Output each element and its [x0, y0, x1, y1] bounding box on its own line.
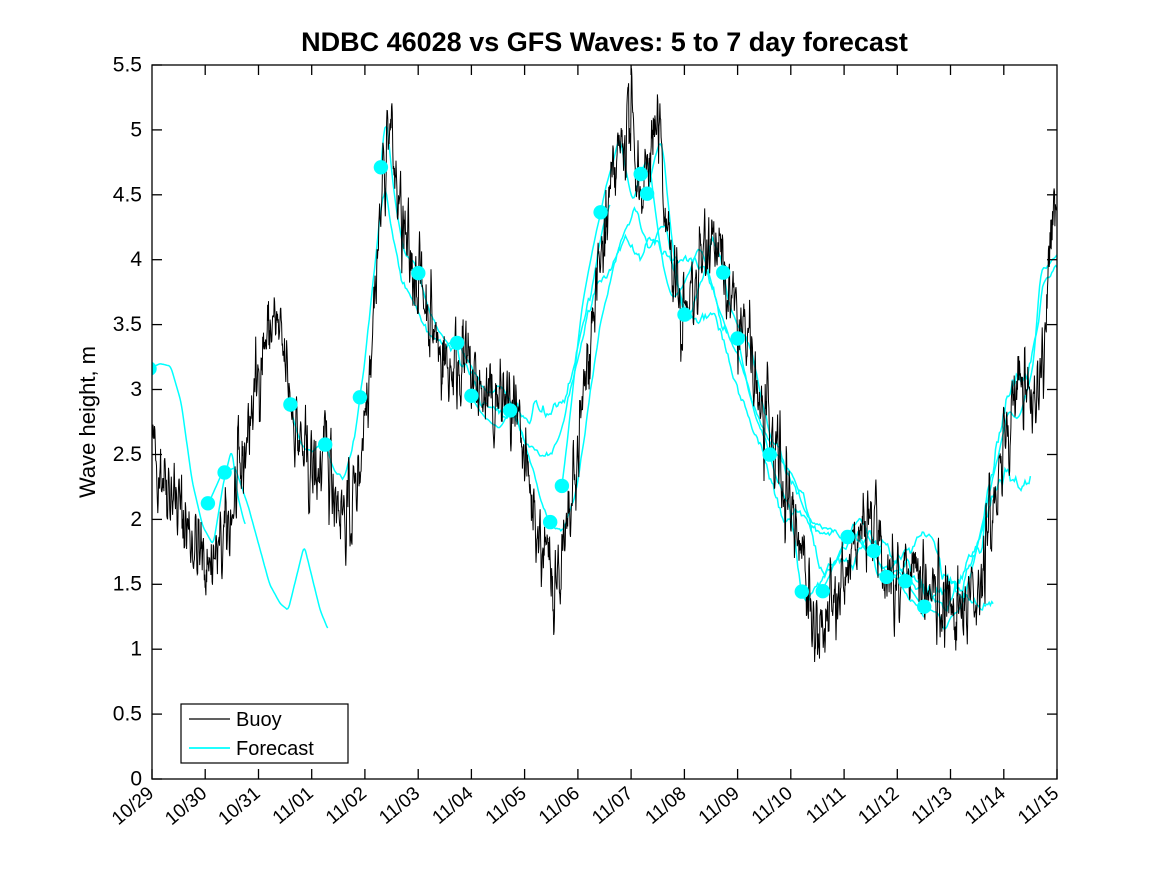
svg-text:Forecast: Forecast	[236, 738, 314, 760]
svg-text:2: 2	[130, 508, 142, 531]
svg-text:3.5: 3.5	[113, 313, 142, 336]
svg-text:11/08: 11/08	[642, 783, 691, 829]
svg-text:11/15: 11/15	[1014, 783, 1063, 829]
svg-text:4: 4	[130, 248, 142, 271]
svg-text:11/05: 11/05	[482, 783, 531, 829]
svg-text:2.5: 2.5	[113, 443, 142, 466]
svg-text:11/01: 11/01	[269, 783, 318, 829]
svg-text:11/12: 11/12	[854, 783, 903, 829]
svg-text:Buoy: Buoy	[236, 709, 282, 731]
svg-text:11/02: 11/02	[322, 783, 371, 829]
svg-text:1.5: 1.5	[113, 573, 142, 596]
svg-text:3: 3	[130, 378, 142, 401]
svg-text:11/09: 11/09	[695, 783, 744, 829]
svg-text:1: 1	[130, 638, 142, 661]
svg-text:10/31: 10/31	[215, 783, 265, 830]
svg-text:11/06: 11/06	[535, 783, 584, 829]
svg-text:11/11: 11/11	[802, 783, 850, 828]
svg-text:4.5: 4.5	[113, 183, 142, 206]
svg-text:11/04: 11/04	[429, 783, 478, 829]
svg-text:5.5: 5.5	[113, 54, 142, 77]
svg-text:11/10: 11/10	[748, 783, 797, 829]
svg-text:11/07: 11/07	[588, 783, 637, 829]
svg-text:0.5: 0.5	[113, 703, 142, 726]
svg-text:5: 5	[130, 118, 142, 141]
svg-text:10/30: 10/30	[161, 783, 211, 830]
svg-text:11/03: 11/03	[375, 783, 424, 829]
svg-text:11/13: 11/13	[908, 783, 957, 829]
svg-text:Wave height, m: Wave height, m	[75, 346, 100, 498]
svg-text:11/14: 11/14	[961, 783, 1010, 829]
